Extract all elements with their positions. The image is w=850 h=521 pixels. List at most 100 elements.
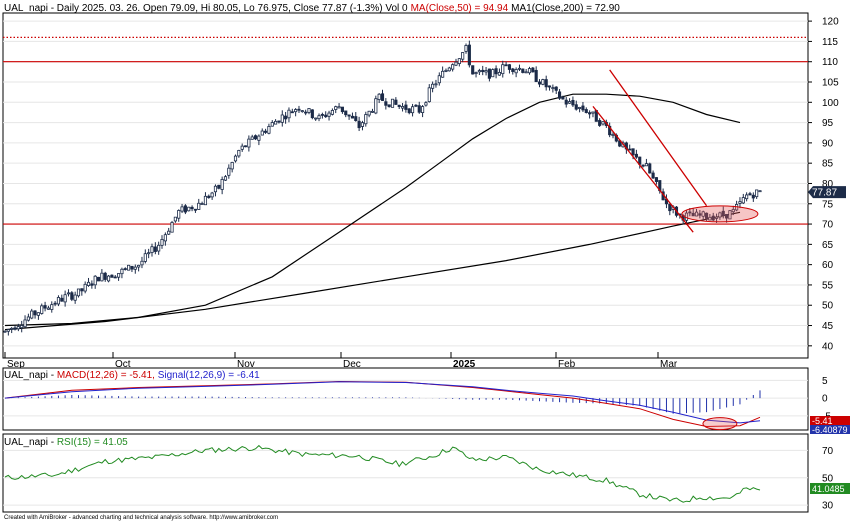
price-x-tick-label: 2025 xyxy=(453,359,476,370)
price-moving-averages xyxy=(4,93,741,331)
candle-body xyxy=(70,292,74,300)
candle-body xyxy=(644,163,648,167)
candle-body xyxy=(294,109,298,113)
candle-body xyxy=(130,265,134,270)
candle-body xyxy=(6,329,10,332)
candle-body xyxy=(260,130,264,136)
last-close-value: 77.87 xyxy=(812,188,837,199)
signal-line xyxy=(4,381,761,424)
candle-body xyxy=(167,230,171,235)
candle-body xyxy=(220,179,224,190)
candle-body xyxy=(253,135,258,140)
candle-body xyxy=(447,67,451,72)
candle-body xyxy=(190,206,194,210)
price-y-tick-label: 40 xyxy=(822,341,834,352)
candle-body xyxy=(360,122,365,127)
price-y-tick-label: 50 xyxy=(822,301,834,312)
signal-value-tag xyxy=(810,425,850,434)
candle-body xyxy=(13,327,17,330)
candle-body xyxy=(601,121,605,125)
candle-body xyxy=(541,79,545,85)
signal-value: -6.40879 xyxy=(812,425,848,435)
footer-credit: Created with AmiBroker - advanced charti… xyxy=(4,515,278,521)
candle-body xyxy=(651,172,655,179)
macd-annotations xyxy=(702,417,738,431)
price-y-tick-label: 85 xyxy=(822,159,834,170)
candle-body xyxy=(3,330,7,333)
price-y-tick-label: 75 xyxy=(822,199,834,210)
candle-body xyxy=(668,203,672,212)
candle-body xyxy=(96,276,101,282)
candle-body xyxy=(203,195,208,206)
candle-body xyxy=(507,64,512,70)
price-y-tick-label: 45 xyxy=(822,321,834,332)
candle-body xyxy=(227,167,231,176)
candle-body xyxy=(257,135,261,141)
price-x-tick-label: Sep xyxy=(7,359,25,370)
candle-body xyxy=(310,109,314,119)
candle-body xyxy=(183,205,187,213)
candle-body xyxy=(20,325,24,329)
candle-body xyxy=(160,239,164,246)
candle-body xyxy=(113,276,117,279)
candle-body xyxy=(80,288,84,292)
candle-body xyxy=(26,316,30,321)
candle-body xyxy=(63,294,67,303)
candle-body xyxy=(704,212,709,219)
price-y-tick-label: 80 xyxy=(822,179,834,190)
candle-body xyxy=(133,266,137,270)
candle-body xyxy=(748,193,752,196)
candle-body xyxy=(210,192,214,198)
candle-body xyxy=(344,110,348,116)
rsi-line xyxy=(4,444,761,503)
candle-body xyxy=(187,206,191,212)
macd-header: UAL_napi - MACD(12,26) = -5.41, Signal(1… xyxy=(4,370,260,381)
candle-body xyxy=(367,110,371,116)
candle-body xyxy=(524,71,528,74)
candle-body xyxy=(60,297,64,302)
candle-body xyxy=(337,106,341,109)
candle-body xyxy=(404,104,408,110)
candle-body xyxy=(33,310,37,316)
macd-crossover-ellipse xyxy=(702,417,738,431)
candle-body xyxy=(721,210,725,216)
candle-body xyxy=(578,106,582,109)
candle-body xyxy=(30,310,34,319)
candle-body xyxy=(243,145,248,148)
candle-body xyxy=(694,211,699,217)
candle-body xyxy=(374,98,378,114)
candle-body xyxy=(581,105,585,111)
candle-body xyxy=(317,115,321,120)
candle-body xyxy=(410,106,415,114)
price-y-tick-label: 110 xyxy=(822,57,838,68)
candle-body xyxy=(641,164,645,167)
candle-body xyxy=(634,153,638,158)
candle-body xyxy=(76,288,81,297)
candle-body xyxy=(110,274,114,278)
price-header-prefix: UAL_napi - Daily 2025. 03. 26. Open 79.0… xyxy=(4,3,408,14)
candle-body xyxy=(217,184,221,189)
candle-body xyxy=(397,104,401,107)
candle-body xyxy=(53,302,57,305)
candle-body xyxy=(711,215,715,221)
candle-body xyxy=(213,185,218,193)
candle-body xyxy=(434,83,438,86)
candle-body xyxy=(73,294,77,301)
candle-body xyxy=(725,214,729,219)
candle-body xyxy=(564,99,568,105)
candle-body xyxy=(451,64,455,70)
candle-body xyxy=(527,68,532,74)
candle-body xyxy=(467,44,471,66)
price-horizontal-lines xyxy=(3,36,808,225)
candle-body xyxy=(314,117,318,120)
rsi-header-prefix: UAL_napi - xyxy=(4,437,57,448)
candle-body xyxy=(300,110,304,113)
candle-body xyxy=(471,65,475,75)
candle-body xyxy=(327,112,331,117)
downtrend-channel-line xyxy=(592,105,694,233)
candle-body xyxy=(364,114,368,125)
candle-body xyxy=(287,109,291,119)
candle-body xyxy=(230,162,234,170)
candle-body xyxy=(591,111,595,114)
candle-body xyxy=(170,222,174,233)
